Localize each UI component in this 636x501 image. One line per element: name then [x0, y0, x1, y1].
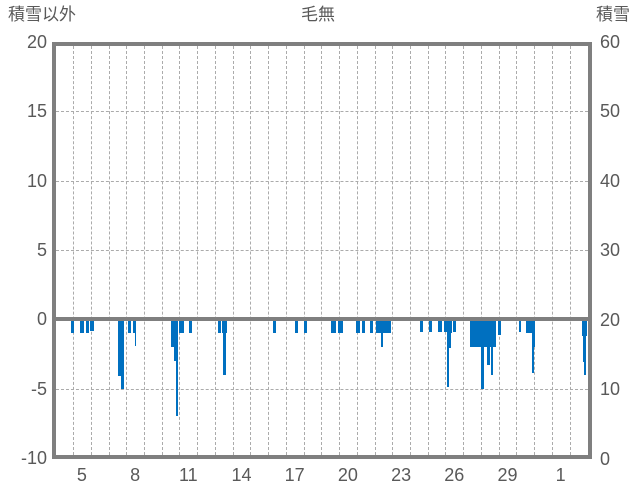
left-axis-tick-label: 5 [36, 240, 47, 260]
x-axis-tick-label: 14 [231, 465, 252, 485]
left-axis-tick-label: -5 [30, 378, 47, 399]
chart-title: 毛無 [301, 5, 335, 24]
data-bar [380, 319, 384, 347]
x-axis-tick-label: 23 [391, 465, 412, 485]
data-bar [447, 319, 450, 388]
data-bar [498, 319, 501, 335]
data-bar [331, 319, 337, 334]
right-axis-title: 積雪 [596, 5, 630, 24]
right-axis-tick-label: 30 [600, 240, 621, 261]
data-bar [90, 319, 94, 332]
horizontal-gridline [56, 180, 588, 182]
x-axis-tick-label: 20 [337, 465, 358, 485]
data-bar [419, 319, 423, 332]
data-bar [70, 319, 75, 334]
right-axis-tick-label: 40 [600, 170, 621, 191]
data-bar [583, 319, 586, 375]
data-bar [453, 319, 457, 332]
horizontal-gridline [56, 388, 588, 390]
left-axis-tick-label: 20 [26, 32, 47, 52]
horizontal-gridline [56, 111, 588, 113]
data-bar [127, 319, 131, 334]
x-axis-tick-label: 17 [284, 465, 305, 485]
data-bar [121, 319, 124, 389]
data-bar [170, 319, 175, 347]
horizontal-gridline [56, 250, 588, 251]
left-axis-tick-label: 10 [26, 170, 47, 191]
data-bar [217, 319, 222, 334]
left-axis-title: 積雪以外 [8, 5, 76, 24]
data-bar [175, 319, 178, 417]
right-axis-tick-label: 0 [600, 448, 611, 469]
data-bar [355, 319, 360, 334]
data-bar [178, 319, 184, 334]
x-axis-tick-label: 29 [497, 465, 518, 485]
data-bar [272, 319, 276, 334]
data-bar [480, 319, 484, 389]
data-bar [173, 319, 176, 361]
left-axis-tick-label: -10 [20, 448, 47, 468]
data-bar [370, 319, 374, 334]
left-axis-tick-label: 15 [26, 101, 47, 122]
data-bar [222, 319, 226, 375]
right-axis-tick-label: 60 [600, 32, 621, 52]
data-bar [133, 319, 135, 334]
left-axis-tick-label: 0 [36, 309, 47, 330]
data-bar [295, 319, 299, 334]
data-bar [526, 319, 530, 334]
data-bar [118, 319, 124, 377]
x-axis-tick-label: 11 [178, 465, 198, 485]
data-bar [80, 319, 84, 334]
data-bar [518, 319, 522, 332]
zero-line [56, 317, 588, 322]
data-bar [428, 319, 433, 332]
data-bar [444, 319, 447, 332]
right-axis-tick-label: 20 [600, 309, 621, 330]
data-bar [189, 319, 192, 334]
data-bar [375, 319, 391, 334]
x-axis-tick-label: 26 [444, 465, 465, 485]
data-bar [362, 319, 366, 334]
data-bar [486, 319, 490, 366]
data-bar [134, 319, 137, 346]
x-axis-tick-label: 8 [130, 465, 141, 485]
plot-area-frame [52, 42, 592, 459]
data-bar [438, 319, 442, 332]
x-axis-tick-label: 5 [76, 465, 87, 485]
data-bar [490, 319, 494, 375]
data-bar [304, 319, 307, 334]
right-axis-tick-label: 10 [600, 379, 621, 400]
data-bar [529, 319, 532, 334]
data-bar [86, 319, 90, 334]
x-axis-tick-label: 1 [555, 465, 566, 485]
data-bar [337, 319, 343, 334]
data-bar [532, 319, 535, 374]
right-axis-tick-label: 50 [600, 101, 621, 122]
